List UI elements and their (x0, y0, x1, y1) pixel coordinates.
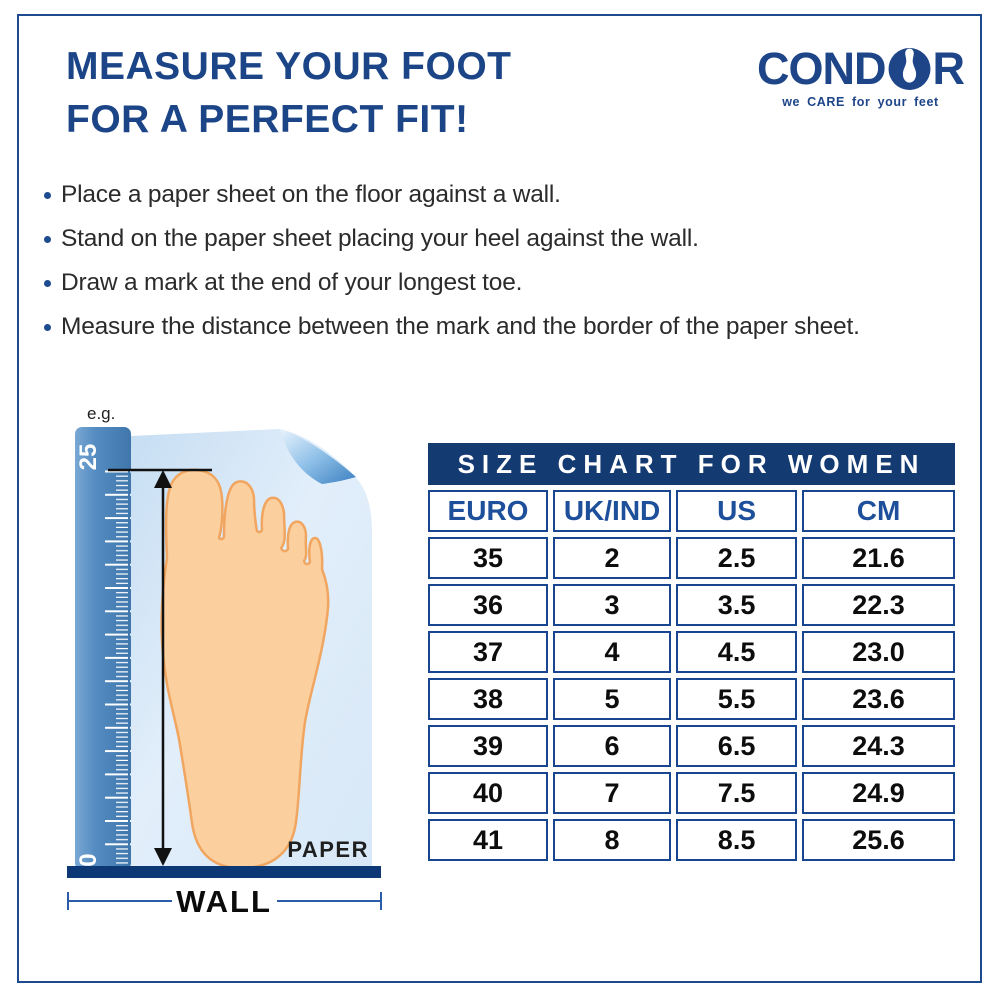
size-cell: 6.5 (676, 725, 798, 767)
example-label: e.g. (87, 404, 115, 423)
size-cell: 24.9 (802, 772, 955, 814)
brand-logo: COND R we CARE for your feet (757, 43, 965, 109)
page-title-line1: MEASURE YOUR FOOT (66, 45, 512, 88)
size-cell: 24.3 (802, 725, 955, 767)
size-cell: 25.6 (802, 819, 955, 861)
size-cell: 7.5 (676, 772, 798, 814)
bullet-icon (44, 324, 51, 331)
wall-bar (67, 866, 381, 878)
size-cell: 3 (553, 584, 672, 626)
size-chart-table: SIZE CHART FOR WOMEN EURO UK/IND US CM 3… (428, 443, 955, 861)
size-cell: 35 (428, 537, 548, 579)
page-title-line2: FOR A PERFECT FIT! (66, 98, 469, 141)
size-cell: 7 (553, 772, 672, 814)
size-chart-title: SIZE CHART FOR WOMEN (428, 443, 955, 485)
brand-tagline: we CARE for your feet (782, 95, 939, 109)
column-header-ukind: UK/IND (553, 490, 672, 532)
bullet-icon (44, 280, 51, 287)
footprint-in-o-icon (888, 48, 930, 90)
size-cell: 39 (428, 725, 548, 767)
size-cell: 8 (553, 819, 672, 861)
size-cell: 2.5 (676, 537, 798, 579)
size-cell: 5 (553, 678, 672, 720)
instruction-item: Place a paper sheet on the floor against… (44, 181, 970, 209)
column-header-cm: CM (802, 490, 955, 532)
header: MEASURE YOUR FOOT FOR A PERFECT FIT! CON… (66, 40, 965, 146)
size-cell: 23.0 (802, 631, 955, 673)
arrow-up-icon (154, 470, 172, 488)
instructions-list: Place a paper sheet on the floor against… (44, 181, 970, 357)
size-cell: 37 (428, 631, 548, 673)
size-cell: 6 (553, 725, 672, 767)
instruction-text: Measure the distance between the mark an… (61, 313, 860, 340)
wall-label: WALL (176, 884, 272, 919)
ruler-top-value: 25 (75, 444, 102, 471)
measurement-diagram: 25 0 e.g. PAPER WALL (67, 404, 382, 919)
size-cell: 3.5 (676, 584, 798, 626)
bullet-icon (44, 236, 51, 243)
page-title: MEASURE YOUR FOOT FOR A PERFECT FIT! (66, 40, 511, 146)
instruction-text: Draw a mark at the end of your longest t… (61, 269, 523, 296)
instruction-text: Place a paper sheet on the floor against… (61, 181, 561, 208)
size-cell: 8.5 (676, 819, 798, 861)
size-cell: 2 (553, 537, 672, 579)
logo-text-post: R (932, 43, 965, 94)
ruler-bottom-value: 0 (75, 853, 102, 866)
bullet-icon (44, 192, 51, 199)
instruction-text: Stand on the paper sheet placing your he… (61, 225, 699, 252)
brand-logo-wordmark: COND R (757, 43, 965, 94)
arrow-down-icon (154, 848, 172, 866)
size-cell: 41 (428, 819, 548, 861)
column-header-euro: EURO (428, 490, 548, 532)
size-cell: 21.6 (802, 537, 955, 579)
size-cell: 4.5 (676, 631, 798, 673)
instruction-item: Measure the distance between the mark an… (44, 313, 970, 341)
size-cell: 36 (428, 584, 548, 626)
size-cell: 40 (428, 772, 548, 814)
size-cell: 22.3 (802, 584, 955, 626)
paper-curl-icon (280, 429, 356, 484)
size-cell: 38 (428, 678, 548, 720)
instruction-item: Draw a mark at the end of your longest t… (44, 269, 970, 297)
instruction-item: Stand on the paper sheet placing your he… (44, 225, 970, 253)
logo-text-pre: COND (757, 43, 886, 94)
size-cell: 4 (553, 631, 672, 673)
column-header-us: US (676, 490, 798, 532)
ruler-ticks (105, 470, 131, 869)
paper-label: PAPER (287, 837, 369, 862)
size-cell: 23.6 (802, 678, 955, 720)
size-cell: 5.5 (676, 678, 798, 720)
